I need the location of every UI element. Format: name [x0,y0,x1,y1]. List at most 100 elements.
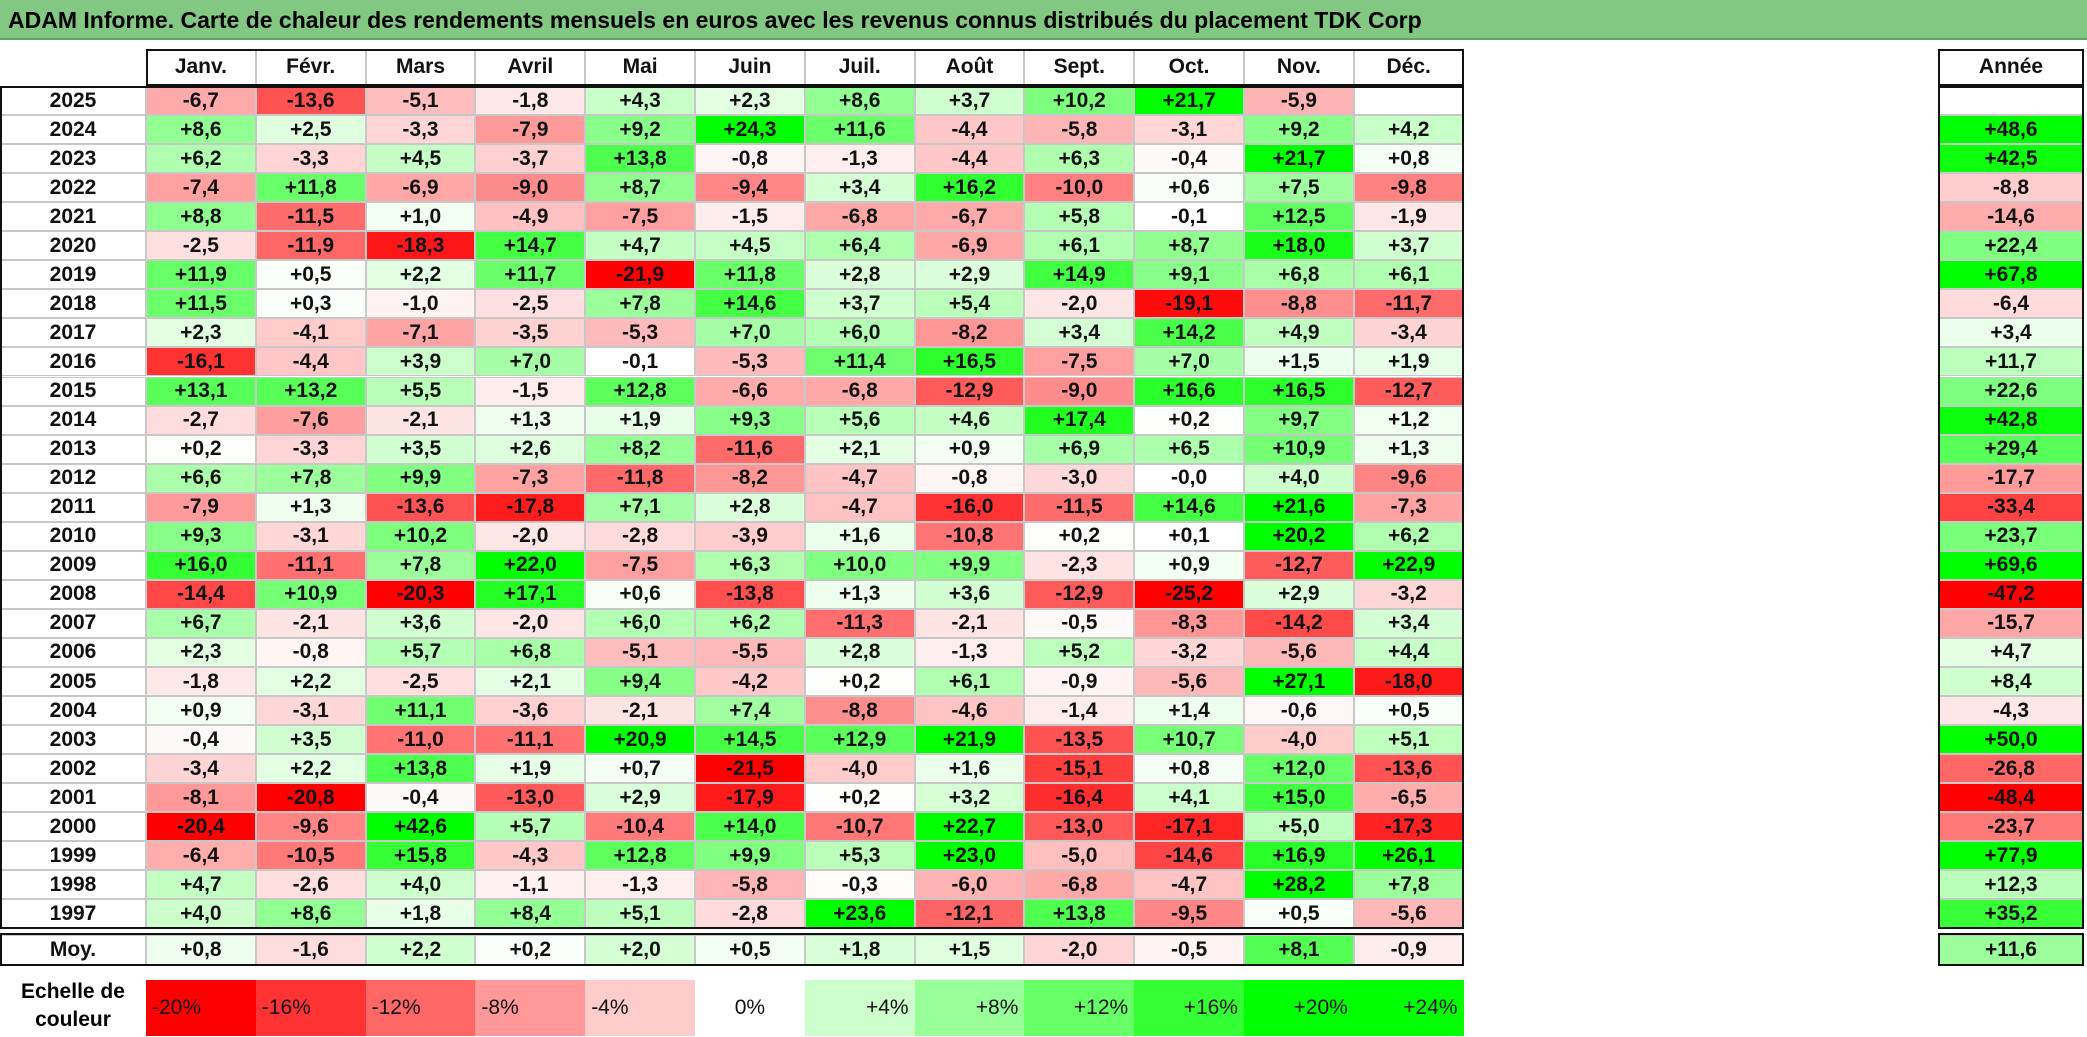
heatmap-cell: +0,9 [914,434,1025,464]
annual-cell: -23,7 [1938,812,2084,842]
annual-cell: +69,6 [1938,550,2084,580]
heatmap-cell: +10,7 [1134,725,1244,755]
year-label: 2024 [0,115,146,145]
heatmap-cell: -5,8 [695,870,805,900]
heatmap-cell: +0,6 [1134,173,1244,203]
year-label: 2003 [0,725,146,755]
heatmap-cell: -5,6 [1244,637,1354,667]
average-cell: -0,5 [1134,935,1244,965]
color-scale-cell: -20% [146,980,256,1036]
heatmap-cell: -2,1 [255,608,366,638]
heatmap-cell: +26,1 [1353,841,1464,871]
heatmap-cell: +24,3 [695,115,805,145]
heatmap-cell: -0,3 [804,870,915,900]
heatmap-cell: -17,1 [1134,812,1244,842]
heatmap-cell: -20,3 [365,579,476,609]
heatmap-cell: -10,7 [804,812,915,842]
heatmap-cell: +6,1 [914,667,1025,697]
annual-cell: +11,7 [1938,347,2084,377]
heatmap-cell: +1,9 [585,405,695,435]
heatmap-cell: +14,7 [475,231,586,261]
heatmap-cell: -4,1 [255,318,366,348]
heatmap-cell: -4,7 [804,463,915,493]
heatmap-cell: +9,3 [146,521,256,551]
heatmap-cell: +10,9 [255,579,366,609]
heatmap-cell: +8,6 [146,115,256,145]
year-label: 2013 [0,434,146,464]
heatmap-cell: +5,3 [804,841,915,871]
heatmap-cell: -11,5 [255,202,366,232]
heatmap-cell: -21,5 [695,754,805,784]
average-cell: +1,8 [804,935,915,965]
heatmap-cell: +1,3 [804,579,915,609]
color-scale-cell: -12% [365,980,476,1036]
heatmap-cell: +9,4 [585,667,695,697]
heatmap-cell: +2,9 [914,260,1025,290]
heatmap-cell: +5,0 [1244,812,1354,842]
heatmap-cell: -18,0 [1353,667,1464,697]
heatmap-cell: -2,8 [695,899,805,929]
heatmap-cell: -8,8 [804,696,915,726]
heatmap-cell: +1,9 [1353,347,1464,377]
heatmap-cell: +2,2 [365,260,476,290]
heatmap-cell: -13,5 [1024,725,1135,755]
heatmap-cell: +14,2 [1134,318,1244,348]
heatmap-cell: +6,2 [1353,521,1464,551]
heatmap-cell: +0,7 [585,754,695,784]
column-header: Oct. [1134,49,1244,85]
average-cell: +2,0 [585,935,695,965]
heatmap-cell: -3,0 [1024,463,1135,493]
heatmap-cell: -20,4 [146,812,256,842]
heatmap-cell: +3,4 [804,173,915,203]
heatmap-cell: -1,0 [365,289,476,319]
heatmap-cell: +5,4 [914,289,1025,319]
heatmap-cell: +21,7 [1134,86,1244,116]
heatmap-cell: -4,4 [914,144,1025,174]
annual-cell: +8,4 [1938,667,2084,697]
year-label: 2015 [0,376,146,406]
color-scale-cell: +8% [914,980,1025,1036]
heatmap-cell: +10,9 [1244,434,1354,464]
heatmap-cell: -4,6 [914,696,1025,726]
heatmap-cell: +7,4 [695,696,805,726]
heatmap-cell: -4,4 [255,347,366,377]
heatmap-cell: +4,5 [365,144,476,174]
chart-title: ADAM Informe. Carte de chaleur des rende… [0,0,2087,40]
heatmap-cell: -6,8 [804,202,915,232]
heatmap-cell: -9,8 [1353,173,1464,203]
average-cell: +0,2 [475,935,586,965]
heatmap-cell: +2,9 [585,783,695,813]
heatmap-cell: +3,7 [1353,231,1464,261]
annual-cell: +35,2 [1938,899,2084,929]
year-label: 2008 [0,579,146,609]
heatmap-cell: +5,7 [365,637,476,667]
year-label: 2002 [0,754,146,784]
heatmap-cell: -16,0 [914,492,1025,522]
heatmap-cell: +16,5 [914,347,1025,377]
average-cell: -2,0 [1024,935,1135,965]
annual-cell: +50,0 [1938,725,2084,755]
heatmap-cell: +8,7 [1134,231,1244,261]
heatmap-cell: -3,1 [255,696,366,726]
heatmap-cell: +0,8 [1353,144,1464,174]
year-label: 2018 [0,289,146,319]
heatmap-cell: -2,0 [1024,289,1135,319]
heatmap-cell: -18,3 [365,231,476,261]
heatmap-cell: +20,2 [1244,521,1354,551]
heatmap-cell: +3,6 [365,608,476,638]
column-header: Juil. [804,49,915,85]
heatmap-cell: +8,2 [585,434,695,464]
heatmap-cell: -6,8 [804,376,915,406]
heatmap-cell: +2,6 [475,434,586,464]
heatmap-cell: +6,2 [146,144,256,174]
annual-cell: -48,4 [1938,783,2084,813]
color-scale-cell: +16% [1134,980,1244,1036]
heatmap-cell: -4,9 [475,202,586,232]
year-label: 2006 [0,637,146,667]
heatmap-cell: +5,1 [1353,725,1464,755]
heatmap-cell: +6,6 [146,463,256,493]
heatmap-cell: +6,3 [695,550,805,580]
heatmap-cell: -1,5 [475,376,586,406]
heatmap-cell: -3,4 [1353,318,1464,348]
